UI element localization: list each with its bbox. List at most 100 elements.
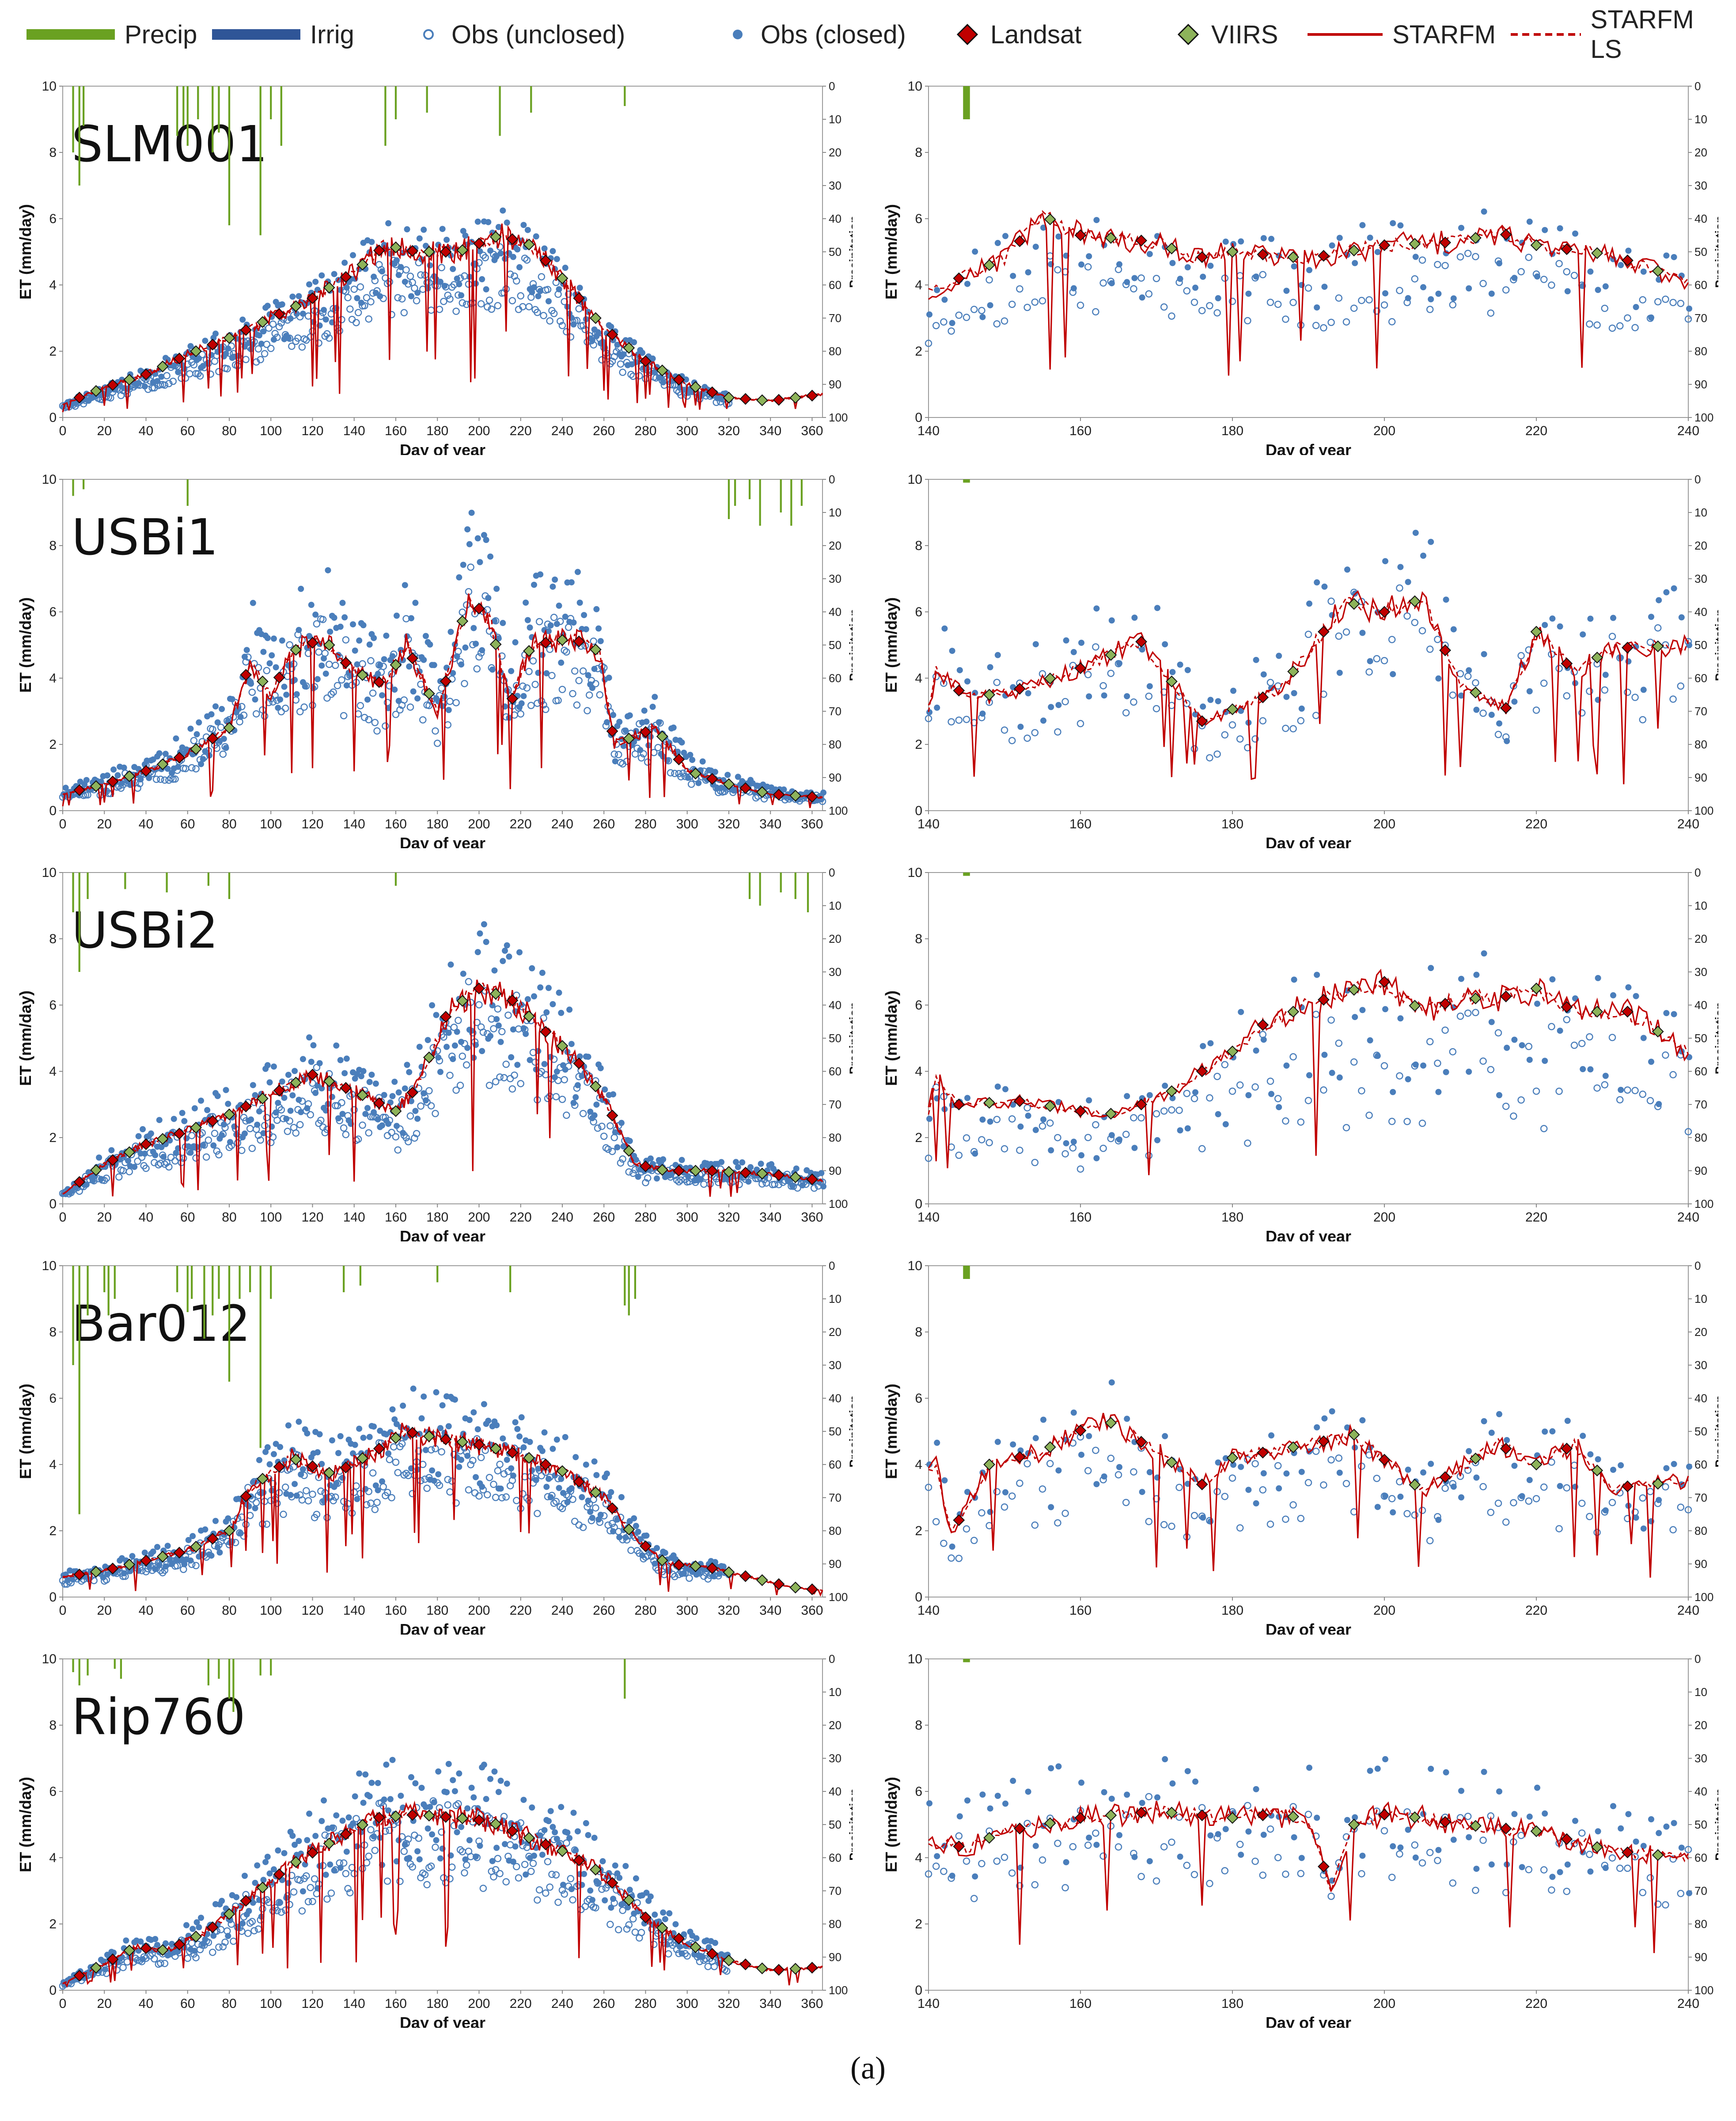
obs-unclosed-point: [1479, 1057, 1487, 1065]
obs-unclosed-point: [171, 1952, 179, 1960]
obs-unclosed-point: [963, 314, 970, 321]
y2-tick-label: 0: [829, 1259, 835, 1272]
obs-unclosed-point: [1213, 750, 1221, 758]
obs-unclosed-point: [565, 290, 572, 298]
y2-tick-label: 0: [829, 866, 835, 879]
obs-closed-point: [439, 1402, 446, 1409]
obs-closed-point: [329, 1437, 335, 1444]
x-tick-label: 200: [1373, 1603, 1395, 1618]
obs-unclosed-point: [1145, 1152, 1153, 1160]
obs-closed-point: [225, 1515, 231, 1522]
y2-tick-label: 70: [1694, 705, 1707, 718]
obs-closed-point: [339, 1475, 346, 1481]
obs-closed-point: [589, 685, 595, 691]
obs-closed-point: [214, 1093, 221, 1099]
landsat-marker: [506, 994, 519, 1006]
obs-unclosed-point: [142, 1165, 150, 1172]
obs-closed-point: [354, 661, 360, 668]
precip-bar: [259, 86, 262, 235]
obs-closed-point: [654, 1545, 660, 1552]
obs-closed-point: [327, 1861, 334, 1868]
obs-closed-point: [633, 1523, 639, 1529]
obs-closed-point: [210, 1142, 217, 1149]
obs-unclosed-point: [423, 1484, 431, 1492]
obs-closed-point: [318, 1085, 325, 1092]
x-tick-label: 220: [1525, 817, 1547, 831]
obs-unclosed-point: [390, 650, 398, 658]
obs-unclosed-point: [1411, 275, 1419, 283]
viirs-marker: [223, 1108, 235, 1120]
legend-swatch-landsat: [956, 23, 978, 46]
obs-unclosed-point: [1426, 1038, 1434, 1046]
precip-bar: [759, 873, 761, 906]
precip-bar: [114, 1266, 116, 1299]
obs-closed-point: [949, 320, 955, 326]
obs-closed-point: [1496, 1411, 1502, 1418]
obs-unclosed-point: [534, 308, 541, 316]
obs-closed-point: [237, 1530, 244, 1537]
y2-tick-label: 90: [1694, 771, 1707, 784]
obs-closed-point: [527, 624, 533, 631]
precip-bar: [734, 479, 736, 506]
obs-unclosed-point: [567, 333, 575, 341]
y-axis-label: ET (mm/day): [16, 597, 34, 693]
obs-closed-point: [1526, 218, 1533, 225]
y2-tick-label: 0: [1694, 473, 1701, 486]
y2-tick-label: 50: [1694, 638, 1707, 652]
legend-label-starfm: STARFM: [1392, 20, 1496, 49]
obs-unclosed-point: [119, 781, 127, 789]
obs-closed-point: [183, 1922, 190, 1928]
obs-closed-point: [416, 1043, 423, 1050]
obs-unclosed-point: [248, 1145, 256, 1152]
obs-closed-point: [533, 1477, 539, 1484]
obs-unclosed-point: [523, 256, 531, 264]
obs-closed-point: [537, 288, 544, 294]
precip-bar: [228, 1659, 231, 1699]
obs-closed-point: [497, 1777, 504, 1784]
obs-unclosed-point: [271, 330, 279, 338]
obs-closed-point: [341, 259, 348, 266]
obs-unclosed-point: [1282, 725, 1289, 732]
obs-closed-point: [587, 1509, 594, 1515]
obs-closed-point: [248, 1116, 254, 1123]
obs-unclosed-point: [494, 1855, 502, 1863]
obs-unclosed-point: [1441, 262, 1449, 269]
obs-closed-point: [219, 706, 225, 712]
obs-closed-point: [406, 1855, 413, 1861]
obs-closed-point: [454, 1028, 460, 1035]
obs-unclosed-point: [948, 327, 955, 335]
viirs-marker: [1044, 1100, 1056, 1112]
obs-unclosed-point: [469, 1029, 477, 1037]
precip-bar: [124, 873, 126, 889]
obs-closed-point: [322, 1871, 329, 1878]
obs-closed-point: [368, 1780, 375, 1786]
legend-item-precip: Precip: [27, 20, 197, 49]
obs-closed-point: [393, 257, 400, 264]
obs-unclosed-point: [319, 615, 327, 623]
obs-unclosed-point: [1092, 1121, 1099, 1129]
landsat-marker: [73, 1176, 86, 1188]
obs-closed-point: [614, 1144, 621, 1150]
obs-unclosed-point: [573, 317, 581, 324]
obs-closed-point: [333, 1042, 340, 1049]
viirs-marker: [190, 743, 202, 755]
obs-closed-point: [283, 1116, 290, 1122]
y-tick-label: 8: [49, 932, 57, 946]
obs-unclosed-point: [1001, 317, 1008, 325]
x-tick-label: 260: [593, 424, 615, 438]
obs-unclosed-point: [644, 758, 652, 766]
obs-unclosed-point: [1555, 1525, 1563, 1533]
obs-unclosed-point: [392, 1458, 400, 1466]
obs-closed-point: [1169, 669, 1176, 675]
obs-closed-point: [298, 585, 304, 592]
obs-closed-point: [1542, 227, 1548, 233]
obs-closed-point: [1663, 1465, 1670, 1472]
obs-unclosed-point: [277, 1106, 285, 1114]
obs-unclosed-point: [169, 377, 177, 385]
obs-closed-point: [631, 1515, 637, 1522]
overpass-markers: [953, 976, 1664, 1120]
obs-closed-point: [1511, 275, 1518, 281]
obs-closed-point: [402, 582, 408, 588]
obs-unclosed-point: [269, 1480, 277, 1487]
legend-item-irrig: Irrig: [212, 20, 354, 49]
